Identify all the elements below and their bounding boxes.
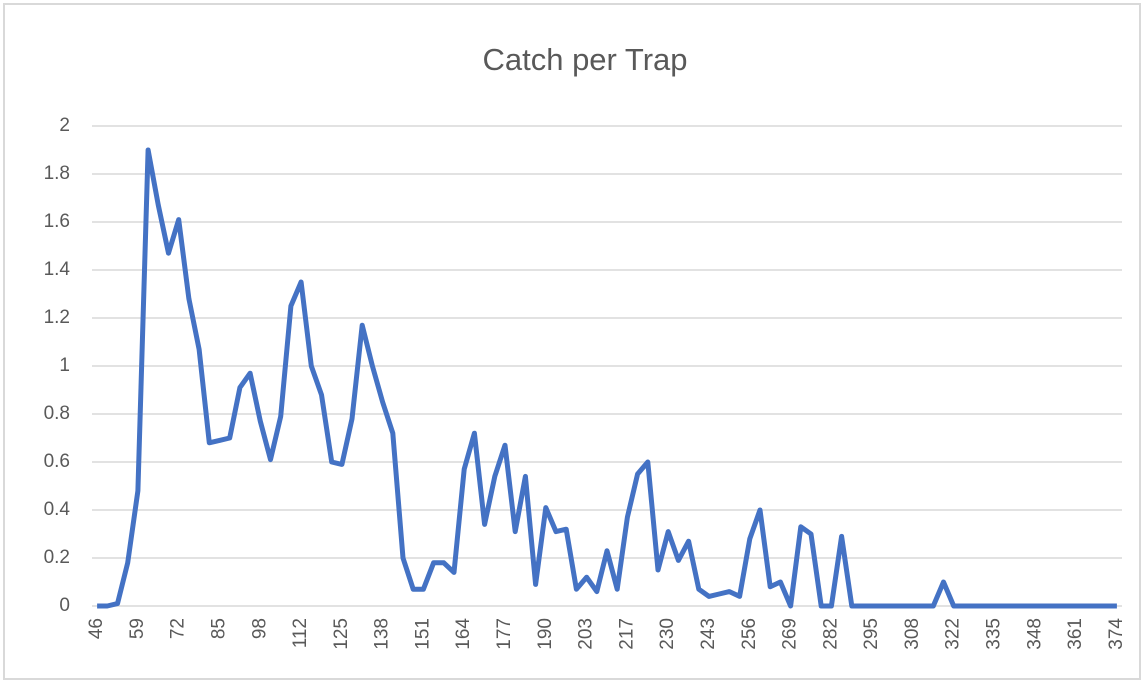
y-tick-label: 1.2: [44, 307, 70, 328]
y-tick-label: 0.2: [44, 547, 70, 568]
x-tick-label: 335: [984, 618, 1005, 650]
x-tick-label: 112: [290, 618, 311, 648]
data-line: [97, 147, 1117, 609]
x-tick-label: 282: [820, 618, 841, 650]
y-tick-label: 0.4: [44, 499, 71, 520]
x-tick-label: 230: [657, 618, 678, 650]
y-tick-label: 0.8: [44, 403, 70, 424]
x-tick-label: 151: [412, 618, 433, 650]
x-tick-label: 72: [168, 618, 189, 639]
chart-title: Catch per Trap: [482, 42, 687, 77]
x-tick-label: 138: [372, 618, 393, 650]
y-tick-label: 0.6: [44, 451, 70, 472]
x-tick-label: 203: [576, 618, 597, 650]
x-tick-label: 164: [453, 618, 474, 650]
x-tick-label: 190: [535, 618, 556, 650]
y-tick-label: 1.4: [44, 259, 71, 280]
x-tick-label: 177: [494, 618, 515, 650]
x-tick-label: 361: [1065, 618, 1086, 650]
x-tick-label: 98: [249, 618, 270, 639]
x-tick-label: 256: [739, 618, 760, 650]
y-tick-label: 1.8: [44, 163, 70, 184]
x-tick-label: 59: [127, 618, 148, 639]
y-tick-label: 1: [59, 355, 70, 376]
x-tick-label: 243: [698, 618, 719, 650]
x-tick-label: 322: [943, 618, 964, 650]
y-tick-label: 0: [59, 595, 70, 616]
x-tick-label: 217: [616, 618, 637, 650]
x-tick-label: 308: [902, 618, 923, 650]
x-tick-label: 295: [861, 618, 882, 650]
x-tick-label: 374: [1106, 618, 1127, 650]
x-tick-label: 269: [780, 618, 801, 650]
y-tick-label: 1.6: [44, 211, 70, 232]
x-tick-label: 125: [331, 618, 352, 650]
y-tick-label: 2: [59, 115, 70, 136]
x-tick-label: 46: [86, 618, 107, 639]
x-tick-label: 348: [1024, 618, 1045, 650]
x-tick-label: 85: [208, 618, 229, 639]
